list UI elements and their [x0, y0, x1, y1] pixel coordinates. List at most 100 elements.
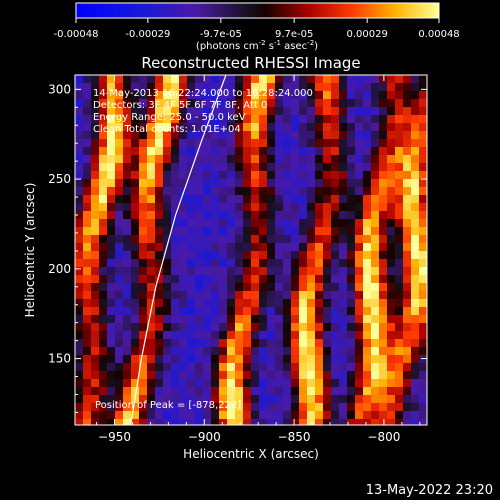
heatmap-cell — [267, 355, 276, 364]
heatmap-cell — [195, 179, 204, 188]
heatmap-cell — [355, 275, 364, 284]
heatmap-cell — [235, 291, 244, 300]
heatmap-cell — [299, 403, 308, 412]
heatmap-cell — [131, 355, 140, 364]
heatmap-cell — [139, 99, 148, 108]
heatmap-cell — [219, 155, 228, 164]
heatmap-cell — [227, 131, 236, 140]
heatmap-cell — [251, 331, 260, 340]
heatmap-cell — [243, 83, 252, 92]
heatmap-cell — [291, 139, 300, 148]
heatmap-cell — [187, 131, 196, 140]
heatmap-cell — [83, 155, 92, 164]
heatmap-cell — [371, 331, 380, 340]
heatmap-cell — [99, 339, 108, 348]
heatmap-cell — [179, 115, 188, 124]
heatmap-cell — [163, 83, 172, 92]
heatmap-cell — [275, 331, 284, 340]
heatmap-cell — [147, 275, 156, 284]
heatmap-cell — [211, 323, 220, 332]
heatmap-cell — [163, 139, 172, 148]
heatmap-cell — [347, 251, 356, 260]
heatmap-cell — [171, 147, 180, 156]
heatmap-cell — [139, 123, 148, 132]
heatmap-cell — [211, 267, 220, 276]
heatmap-cell — [115, 99, 124, 108]
heatmap-cell — [363, 331, 372, 340]
heatmap-cell — [251, 75, 260, 84]
heatmap-cell — [339, 275, 348, 284]
heatmap-cell — [227, 187, 236, 196]
heatmap-cell — [99, 75, 108, 84]
heatmap-cell — [419, 363, 427, 372]
heatmap-cell — [75, 275, 84, 284]
heatmap-cell — [75, 171, 84, 180]
heatmap-cell — [107, 195, 116, 204]
heatmap-cell — [107, 235, 116, 244]
heatmap-cell — [323, 395, 332, 404]
heatmap-cell — [139, 331, 148, 340]
heatmap-cell — [355, 171, 364, 180]
heatmap-cell — [195, 235, 204, 244]
heatmap-cell — [203, 131, 212, 140]
heatmap-cell — [283, 171, 292, 180]
heatmap-cell — [339, 267, 348, 276]
heatmap-cell — [283, 315, 292, 324]
heatmap-cells — [75, 75, 427, 425]
heatmap-cell — [363, 131, 372, 140]
heatmap-cell — [123, 355, 132, 364]
heatmap-cell — [283, 275, 292, 284]
heatmap-cell — [187, 107, 196, 116]
heatmap-cell — [211, 347, 220, 356]
heatmap-cell — [403, 251, 412, 260]
heatmap-cell — [347, 403, 356, 412]
heatmap-cell — [131, 83, 140, 92]
heatmap-cell — [307, 307, 316, 316]
heatmap-cell — [123, 371, 132, 380]
heatmap-cell — [155, 251, 164, 260]
heatmap-cell — [219, 219, 228, 228]
heatmap-cell — [99, 115, 108, 124]
heatmap-cell — [131, 131, 140, 140]
heatmap-cell — [155, 243, 164, 252]
heatmap-cell — [347, 147, 356, 156]
heatmap-cell — [99, 147, 108, 156]
heatmap-cell — [355, 291, 364, 300]
heatmap-cell — [147, 219, 156, 228]
heatmap-cell — [203, 179, 212, 188]
heatmap-cell — [187, 299, 196, 308]
heatmap-cell — [323, 139, 332, 148]
heatmap-cell — [331, 163, 340, 172]
heatmap-cell — [363, 203, 372, 212]
heatmap-cell — [291, 75, 300, 84]
heatmap-cell — [339, 235, 348, 244]
heatmap-cell — [155, 123, 164, 132]
heatmap-cell — [299, 315, 308, 324]
heatmap-cell — [75, 411, 84, 420]
heatmap-cell — [171, 339, 180, 348]
heatmap-cell — [123, 187, 132, 196]
heatmap-cell — [339, 131, 348, 140]
heatmap-cell — [211, 147, 220, 156]
heatmap-cell — [299, 179, 308, 188]
colorbar-tick-label: 0.00048 — [418, 29, 459, 40]
heatmap-cell — [219, 131, 228, 140]
heatmap-cell — [267, 203, 276, 212]
heatmap-cell — [163, 219, 172, 228]
heatmap-cell — [179, 315, 188, 324]
heatmap-cell — [171, 411, 180, 420]
heatmap-cell — [307, 403, 316, 412]
colorbar-tick-label: -9.7e-05 — [200, 29, 242, 40]
heatmap-cell — [155, 91, 164, 100]
heatmap-cell — [283, 307, 292, 316]
heatmap-cell — [299, 283, 308, 292]
heatmap-cell — [107, 387, 116, 396]
heatmap-cell — [291, 403, 300, 412]
heatmap-cell — [355, 259, 364, 268]
heatmap-cell — [395, 91, 404, 100]
heatmap-cell — [235, 123, 244, 132]
heatmap-cell — [83, 243, 92, 252]
heatmap-cell — [91, 179, 100, 188]
heatmap-cell — [131, 243, 140, 252]
y-tick-label: 250 — [48, 172, 71, 186]
